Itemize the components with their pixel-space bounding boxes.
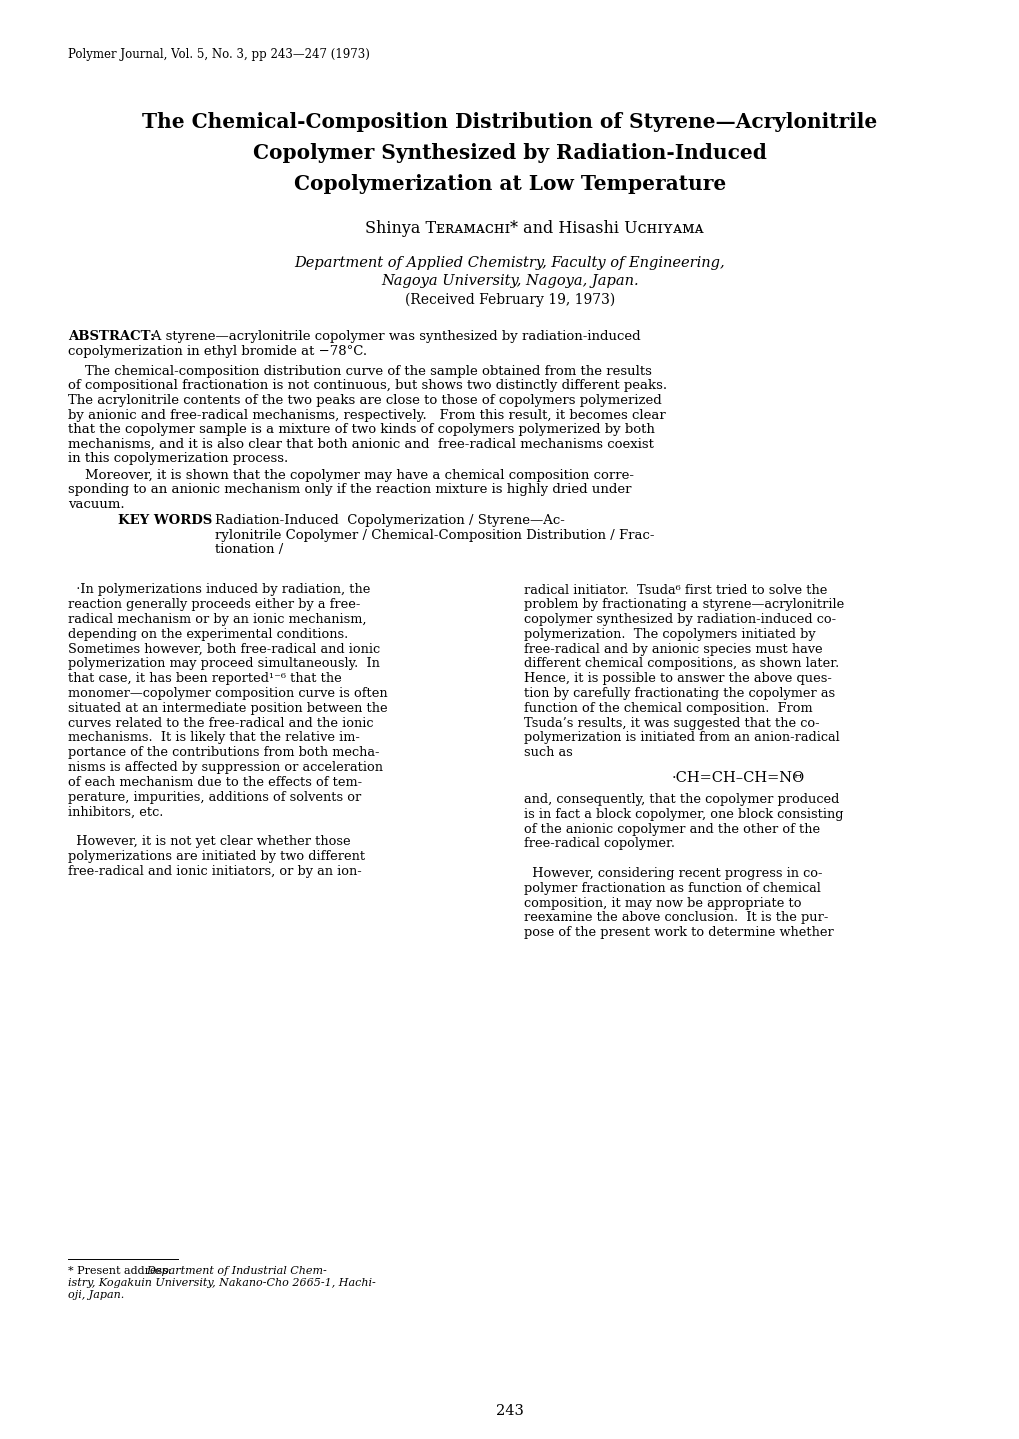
Text: ABSTRACT:: ABSTRACT: [68, 330, 155, 342]
Text: curves related to the free-radical and the ionic: curves related to the free-radical and t… [68, 717, 373, 730]
Text: Moreover, it is shown that the copolymer may have a chemical composition corre-: Moreover, it is shown that the copolymer… [68, 469, 634, 482]
Text: oji, Japan.: oji, Japan. [68, 1289, 124, 1299]
Text: and, consequently, that the copolymer produced: and, consequently, that the copolymer pr… [524, 793, 839, 806]
Text: Radiation-Induced  Copolymerization / Styrene—Ac-: Radiation-Induced Copolymerization / Sty… [198, 514, 565, 527]
Text: tion by carefully fractionating the copolymer as: tion by carefully fractionating the copo… [524, 686, 835, 701]
Text: Nagoya University, Nagoya, Japan.: Nagoya University, Nagoya, Japan. [381, 273, 638, 288]
Text: radical mechanism or by an ionic mechanism,: radical mechanism or by an ionic mechani… [68, 613, 366, 626]
Text: Department of Applied Chemistry, Faculty of Engineering,: Department of Applied Chemistry, Faculty… [294, 256, 725, 271]
Text: that the copolymer sample is a mixture of two kinds of copolymers polymerized by: that the copolymer sample is a mixture o… [68, 423, 654, 436]
Text: of each mechanism due to the effects of tem-: of each mechanism due to the effects of … [68, 776, 362, 789]
Text: polymer fractionation as function of chemical: polymer fractionation as function of che… [524, 882, 820, 895]
Text: portance of the contributions from both mecha-: portance of the contributions from both … [68, 747, 379, 760]
Text: different chemical compositions, as shown later.: different chemical compositions, as show… [524, 658, 839, 671]
Text: that case, it has been reported¹⁻⁶ that the: that case, it has been reported¹⁻⁶ that … [68, 672, 341, 685]
Text: reexamine the above conclusion.  It is the pur-: reexamine the above conclusion. It is th… [524, 911, 827, 924]
Text: depending on the experimental conditions.: depending on the experimental conditions… [68, 627, 347, 640]
Text: problem by fractionating a styrene—acrylonitrile: problem by fractionating a styrene—acryl… [524, 599, 844, 612]
Text: mechanisms.  It is likely that the relative im-: mechanisms. It is likely that the relati… [68, 731, 360, 744]
Text: rylonitrile Copolymer / Chemical-Composition Distribution / Frac-: rylonitrile Copolymer / Chemical-Composi… [198, 528, 654, 541]
Text: Tsuda’s results, it was suggested that the co-: Tsuda’s results, it was suggested that t… [524, 717, 819, 730]
Text: polymerization may proceed simultaneously.  In: polymerization may proceed simultaneousl… [68, 658, 379, 671]
Text: composition, it may now be appropriate to: composition, it may now be appropriate t… [524, 896, 801, 909]
Text: polymerization is initiated from an anion-radical: polymerization is initiated from an anio… [524, 731, 839, 744]
Text: istry, Kogakuin University, Nakano-Cho 2665-1, Hachi-: istry, Kogakuin University, Nakano-Cho 2… [68, 1278, 375, 1288]
Text: in this copolymerization process.: in this copolymerization process. [68, 452, 288, 465]
Text: polymerization.  The copolymers initiated by: polymerization. The copolymers initiated… [524, 627, 815, 640]
Text: A styrene—acrylonitrile copolymer was synthesized by radiation-induced: A styrene—acrylonitrile copolymer was sy… [139, 330, 640, 342]
Text: ·CH=CH–CH=NΘ: ·CH=CH–CH=NΘ [671, 771, 804, 786]
Text: mechanisms, and it is also clear that both anionic and  free-radical mechanisms : mechanisms, and it is also clear that bo… [68, 437, 653, 450]
Text: Polymer Journal, Vol. 5, No. 3, pp 243—247 (1973): Polymer Journal, Vol. 5, No. 3, pp 243—2… [68, 47, 370, 60]
Text: of the anionic copolymer and the other of the: of the anionic copolymer and the other o… [524, 823, 819, 836]
Text: Department of Industrial Chem-: Department of Industrial Chem- [146, 1266, 326, 1276]
Text: free-radical copolymer.: free-radical copolymer. [524, 837, 675, 850]
Text: Copolymerization at Low Temperature: Copolymerization at Low Temperature [293, 174, 726, 194]
Text: nisms is affected by suppression or acceleration: nisms is affected by suppression or acce… [68, 761, 382, 774]
Text: free-radical and by anionic species must have: free-radical and by anionic species must… [524, 643, 821, 656]
Text: * and Hisashi Uᴄʜɪʏᴀᴍᴀ: * and Hisashi Uᴄʜɪʏᴀᴍᴀ [510, 220, 703, 237]
Text: Copolymer Synthesized by Radiation-Induced: Copolymer Synthesized by Radiation-Induc… [253, 142, 766, 163]
Text: vacuum.: vacuum. [68, 498, 124, 511]
Text: monomer—copolymer composition curve is often: monomer—copolymer composition curve is o… [68, 686, 387, 701]
Text: of compositional fractionation is not continuous, but shows two distinctly diffe: of compositional fractionation is not co… [68, 380, 666, 393]
Text: Sometimes however, both free-radical and ionic: Sometimes however, both free-radical and… [68, 643, 380, 656]
Text: radical initiator.  Tsuda⁶ first tried to solve the: radical initiator. Tsuda⁶ first tried to… [524, 583, 826, 597]
Text: However, considering recent progress in co-: However, considering recent progress in … [524, 868, 821, 881]
Text: inhibitors, etc.: inhibitors, etc. [68, 806, 163, 819]
Text: Shinya Tᴇʀᴀᴍᴀᴄʜɪ: Shinya Tᴇʀᴀᴍᴀᴄʜɪ [365, 220, 510, 237]
Text: perature, impurities, additions of solvents or: perature, impurities, additions of solve… [68, 790, 361, 804]
Text: tionation /: tionation / [198, 543, 283, 555]
Text: 243: 243 [495, 1404, 524, 1417]
Text: reaction generally proceeds either by a free-: reaction generally proceeds either by a … [68, 599, 360, 612]
Text: copolymerization in ethyl bromide at −78°C.: copolymerization in ethyl bromide at −78… [68, 344, 367, 357]
Text: such as: such as [524, 747, 573, 760]
Text: However, it is not yet clear whether those: However, it is not yet clear whether tho… [68, 835, 351, 848]
Text: The Chemical-Composition Distribution of Styrene—Acrylonitrile: The Chemical-Composition Distribution of… [143, 112, 876, 132]
Text: (Received February 19, 1973): (Received February 19, 1973) [405, 294, 614, 308]
Text: sponding to an anionic mechanism only if the reaction mixture is highly dried un: sponding to an anionic mechanism only if… [68, 484, 631, 496]
Text: ·In polymerizations induced by radiation, the: ·In polymerizations induced by radiation… [68, 583, 370, 597]
Text: The chemical-composition distribution curve of the sample obtained from the resu: The chemical-composition distribution cu… [68, 366, 651, 378]
Text: free-radical and ionic initiators, or by an ion-: free-radical and ionic initiators, or by… [68, 865, 362, 878]
Text: by anionic and free-radical mechanisms, respectively.   From this result, it bec: by anionic and free-radical mechanisms, … [68, 409, 665, 422]
Text: * Present address:: * Present address: [68, 1266, 175, 1276]
Text: copolymer synthesized by radiation-induced co-: copolymer synthesized by radiation-induc… [524, 613, 836, 626]
Text: is in fact a block copolymer, one block consisting: is in fact a block copolymer, one block … [524, 807, 843, 820]
Text: situated at an intermediate position between the: situated at an intermediate position bet… [68, 702, 387, 715]
Text: KEY WORDS: KEY WORDS [118, 514, 212, 527]
Text: polymerizations are initiated by two different: polymerizations are initiated by two dif… [68, 850, 365, 863]
Text: The acrylonitrile contents of the two peaks are close to those of copolymers pol: The acrylonitrile contents of the two pe… [68, 394, 661, 407]
Text: Hence, it is possible to answer the above ques-: Hence, it is possible to answer the abov… [524, 672, 832, 685]
Text: function of the chemical composition.  From: function of the chemical composition. Fr… [524, 702, 812, 715]
Text: pose of the present work to determine whether: pose of the present work to determine wh… [524, 927, 833, 940]
